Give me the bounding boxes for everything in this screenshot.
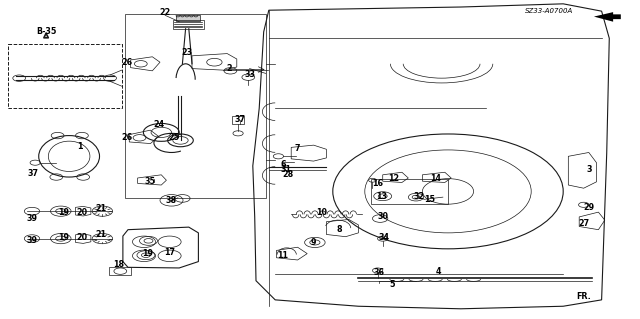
- Text: 38: 38: [166, 197, 177, 205]
- Text: 15: 15: [424, 195, 436, 204]
- Text: 37: 37: [28, 169, 39, 178]
- Text: 2: 2: [227, 64, 232, 73]
- Text: 10: 10: [316, 208, 328, 217]
- FancyBboxPatch shape: [176, 15, 200, 21]
- Text: 4: 4: [436, 267, 441, 276]
- Text: FR.: FR.: [576, 292, 591, 300]
- Text: 11: 11: [277, 251, 289, 260]
- Text: 26: 26: [121, 58, 132, 67]
- Text: 13: 13: [376, 192, 387, 201]
- Text: 28: 28: [282, 170, 294, 179]
- Text: 27: 27: [578, 219, 589, 228]
- Text: 25: 25: [168, 133, 180, 142]
- Text: 19: 19: [58, 233, 70, 242]
- Text: 14: 14: [429, 174, 441, 183]
- Text: 6: 6: [280, 160, 285, 169]
- Text: 33: 33: [244, 70, 255, 79]
- Text: 19: 19: [58, 208, 70, 217]
- Text: 39: 39: [26, 214, 38, 223]
- Text: 39: 39: [26, 236, 38, 245]
- Text: 35: 35: [144, 177, 156, 186]
- Text: 31: 31: [280, 165, 292, 174]
- Text: 23: 23: [181, 48, 193, 57]
- Text: 20: 20: [76, 208, 88, 217]
- Text: 5: 5: [389, 280, 394, 289]
- Text: SZ33-A0700A: SZ33-A0700A: [525, 8, 573, 14]
- Text: 9: 9: [311, 238, 316, 247]
- Text: 24: 24: [153, 120, 164, 129]
- Text: 30: 30: [377, 212, 388, 221]
- Text: 16: 16: [372, 179, 383, 188]
- Text: 22: 22: [159, 8, 171, 17]
- Polygon shape: [594, 12, 621, 22]
- Text: 21: 21: [95, 204, 107, 213]
- Text: 17: 17: [164, 248, 175, 256]
- Text: B-35: B-35: [36, 27, 56, 36]
- Text: 21: 21: [95, 230, 107, 239]
- Text: 1: 1: [77, 142, 83, 151]
- Text: 34: 34: [378, 233, 390, 242]
- Text: 36: 36: [373, 268, 385, 277]
- Text: 20: 20: [76, 233, 88, 242]
- Text: 37: 37: [234, 115, 246, 124]
- Text: 26: 26: [121, 133, 132, 142]
- Text: 19: 19: [141, 249, 153, 258]
- Text: 32: 32: [413, 192, 425, 201]
- Text: 12: 12: [388, 174, 399, 182]
- Text: 8: 8: [337, 225, 342, 234]
- Text: 18: 18: [113, 260, 124, 269]
- Text: 3: 3: [586, 165, 591, 174]
- Text: 7: 7: [295, 144, 300, 153]
- Text: 29: 29: [583, 203, 595, 212]
